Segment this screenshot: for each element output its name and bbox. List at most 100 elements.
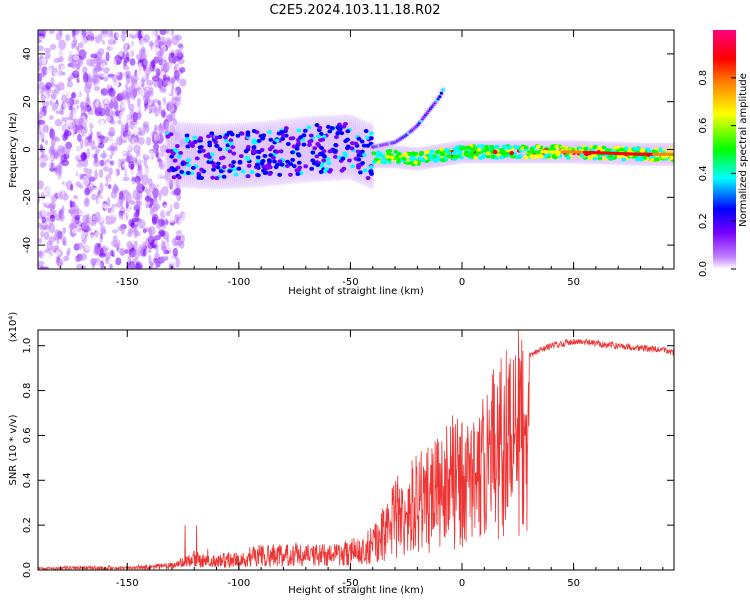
heatmap-cell: [93, 85, 100, 92]
heatmap-cell: [226, 130, 232, 135]
heatmap-cell: [485, 154, 491, 159]
heatmap-cell: [201, 148, 206, 153]
heatmap-cell: [268, 67, 272, 73]
heatmap-cell: [179, 95, 186, 107]
heatmap-cell: [189, 171, 195, 176]
heatmap-cell: [266, 158, 272, 163]
heatmap-cell: [365, 143, 371, 148]
heatmap-cell: [224, 87, 228, 93]
heatmap-cell: [176, 49, 183, 58]
heatmap-cell: [361, 152, 367, 157]
heatmap-cell: [134, 106, 141, 113]
heatmap-cell: [214, 176, 220, 181]
heatmap-cell: [237, 66, 241, 72]
heatmap-cell: [221, 165, 227, 170]
heatmap-cell: [119, 149, 127, 155]
heatmap-cell: [215, 73, 219, 79]
heatmap-cell: [194, 63, 198, 69]
heatmap-cell: [90, 140, 96, 151]
heatmap-cell: [162, 74, 167, 81]
heatmap-cell: [158, 229, 166, 237]
heatmap-cell: [121, 102, 127, 109]
heatmap-cell: [396, 159, 402, 164]
heatmap-cell: [434, 157, 440, 162]
heatmap-cell: [99, 182, 104, 194]
heatmap-cell: [74, 126, 83, 134]
heatmap-cell: [252, 150, 257, 155]
heatmap-cell: [78, 136, 82, 143]
heatmap-cell: [112, 74, 118, 83]
snr-panel: -150 -100 -50 0 50 0.0 0.2 0.4 0.6 0.8 1.0 Height …: [8, 312, 675, 596]
heatmap-cell: [85, 213, 91, 224]
heatmap-cell: [204, 53, 208, 59]
heatmap-cell: [91, 89, 96, 101]
heatmap-cell: [419, 150, 425, 155]
heatmap-cell: [256, 138, 262, 143]
heatmap-cell: [246, 257, 250, 263]
heatmap-cell: [368, 131, 374, 136]
heatmap-cell: [203, 73, 207, 79]
heatmap-cell: [255, 155, 261, 160]
heatmap-cell: [105, 220, 113, 225]
heatmap-cell: [310, 150, 316, 155]
heatmap-cell: [592, 145, 598, 150]
heatmap-cell: [213, 75, 217, 81]
heatmap-cell: [275, 162, 280, 167]
spectrogram-panel: -150 -100 -50 0 50 -40 -20 0 20 40 Height of stra…: [8, 29, 675, 297]
heatmap-cell: [233, 122, 239, 190]
heatmap-cell: [130, 176, 136, 182]
heatmap-cell: [233, 120, 237, 126]
heatmap-cell: [143, 248, 147, 257]
heatmap-cell: [285, 163, 290, 168]
heatmap-cell: [144, 216, 150, 224]
heatmap-cell: [40, 230, 45, 238]
heatmap-cell: [38, 134, 42, 145]
heatmap-cell: [180, 161, 186, 166]
heatmap-cell: [71, 159, 78, 169]
heatmap-cell: [168, 241, 174, 249]
heatmap-cell: [39, 265, 44, 269]
heatmap-cell: [192, 135, 198, 140]
heatmap-cell: [138, 48, 146, 55]
heatmap-cell: [153, 133, 160, 142]
heatmap-cell: [62, 101, 68, 109]
heatmap-cell: [266, 106, 270, 112]
heatmap-cell: [341, 166, 347, 171]
heatmap-cell: [149, 261, 155, 266]
heatmap-cell: [209, 152, 215, 157]
heatmap-cell: [261, 168, 266, 173]
heatmap-cell: [668, 146, 674, 151]
heatmap-cell: [550, 144, 555, 149]
heatmap-cell: [443, 147, 449, 152]
heatmap-cell: [231, 180, 235, 186]
heatmap-cell: [199, 205, 203, 211]
heatmap-cell: [268, 73, 272, 79]
heatmap-cell: [173, 223, 180, 232]
heatmap-cell: [420, 157, 426, 162]
heatmap-cell: [196, 44, 200, 50]
heatmap-cell: [125, 155, 132, 162]
heatmap-cell: [198, 55, 202, 61]
heatmap-cell: [50, 76, 55, 86]
heatmap-cell: [194, 156, 200, 161]
heatmap-cell: [411, 157, 416, 162]
heatmap-cell: [198, 136, 203, 141]
heatmap-cell: [240, 246, 244, 252]
y-tick-label: -20: [22, 189, 33, 205]
heatmap-cell: [235, 122, 241, 189]
heatmap-cell: [440, 152, 446, 157]
heatmap-cell: [476, 144, 481, 149]
heatmap-cell: [206, 245, 210, 251]
heatmap-cell: [478, 155, 484, 160]
y-tick-label: 20: [22, 95, 33, 108]
heatmap-cell: [315, 134, 321, 139]
heatmap-cell: [298, 135, 303, 140]
heatmap-cell: [205, 93, 209, 99]
heatmap-cell: [290, 157, 296, 162]
heatmap-cell: [45, 66, 53, 76]
heatmap-cell: [100, 72, 109, 78]
heatmap-cell: [274, 138, 280, 143]
x-tick-label: -50: [342, 578, 358, 589]
heatmap-cell: [41, 207, 48, 218]
heatmap-cell: [230, 145, 236, 150]
